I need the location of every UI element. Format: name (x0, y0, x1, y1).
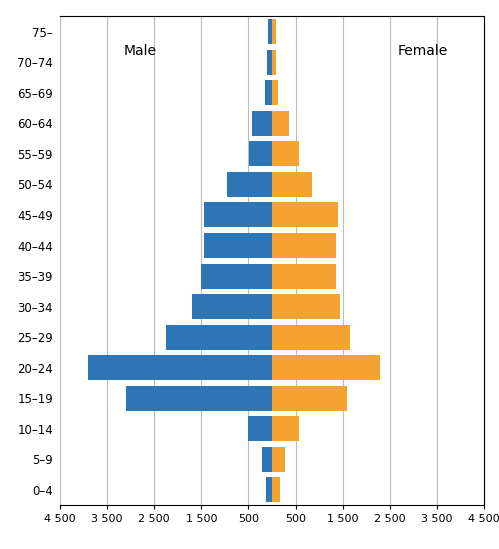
Bar (204, 203, 272, 227)
Text: Female: Female (398, 44, 448, 58)
Bar (265, 80, 272, 105)
Bar (272, 111, 289, 136)
Bar (192, 294, 272, 319)
Bar (272, 19, 276, 44)
Bar (249, 416, 272, 441)
Bar (272, 172, 312, 197)
Text: Male: Male (123, 44, 157, 58)
Bar (272, 203, 338, 227)
Bar (126, 386, 272, 411)
Bar (272, 355, 380, 380)
Bar (266, 477, 272, 502)
Bar (272, 264, 335, 289)
Bar (166, 324, 272, 350)
Bar (272, 142, 299, 166)
Bar (204, 233, 272, 258)
Bar (272, 233, 335, 258)
Bar (272, 477, 280, 502)
Bar (272, 50, 276, 75)
Bar (261, 447, 272, 472)
Bar (201, 264, 272, 289)
Bar (272, 386, 347, 411)
Bar (267, 50, 272, 75)
Bar (88, 355, 272, 380)
Bar (250, 142, 272, 166)
Bar (272, 447, 284, 472)
Bar (272, 294, 340, 319)
Bar (272, 416, 299, 441)
Bar (252, 111, 272, 136)
Bar (227, 172, 272, 197)
Bar (267, 19, 272, 44)
Bar (272, 80, 278, 105)
Bar (272, 324, 350, 350)
